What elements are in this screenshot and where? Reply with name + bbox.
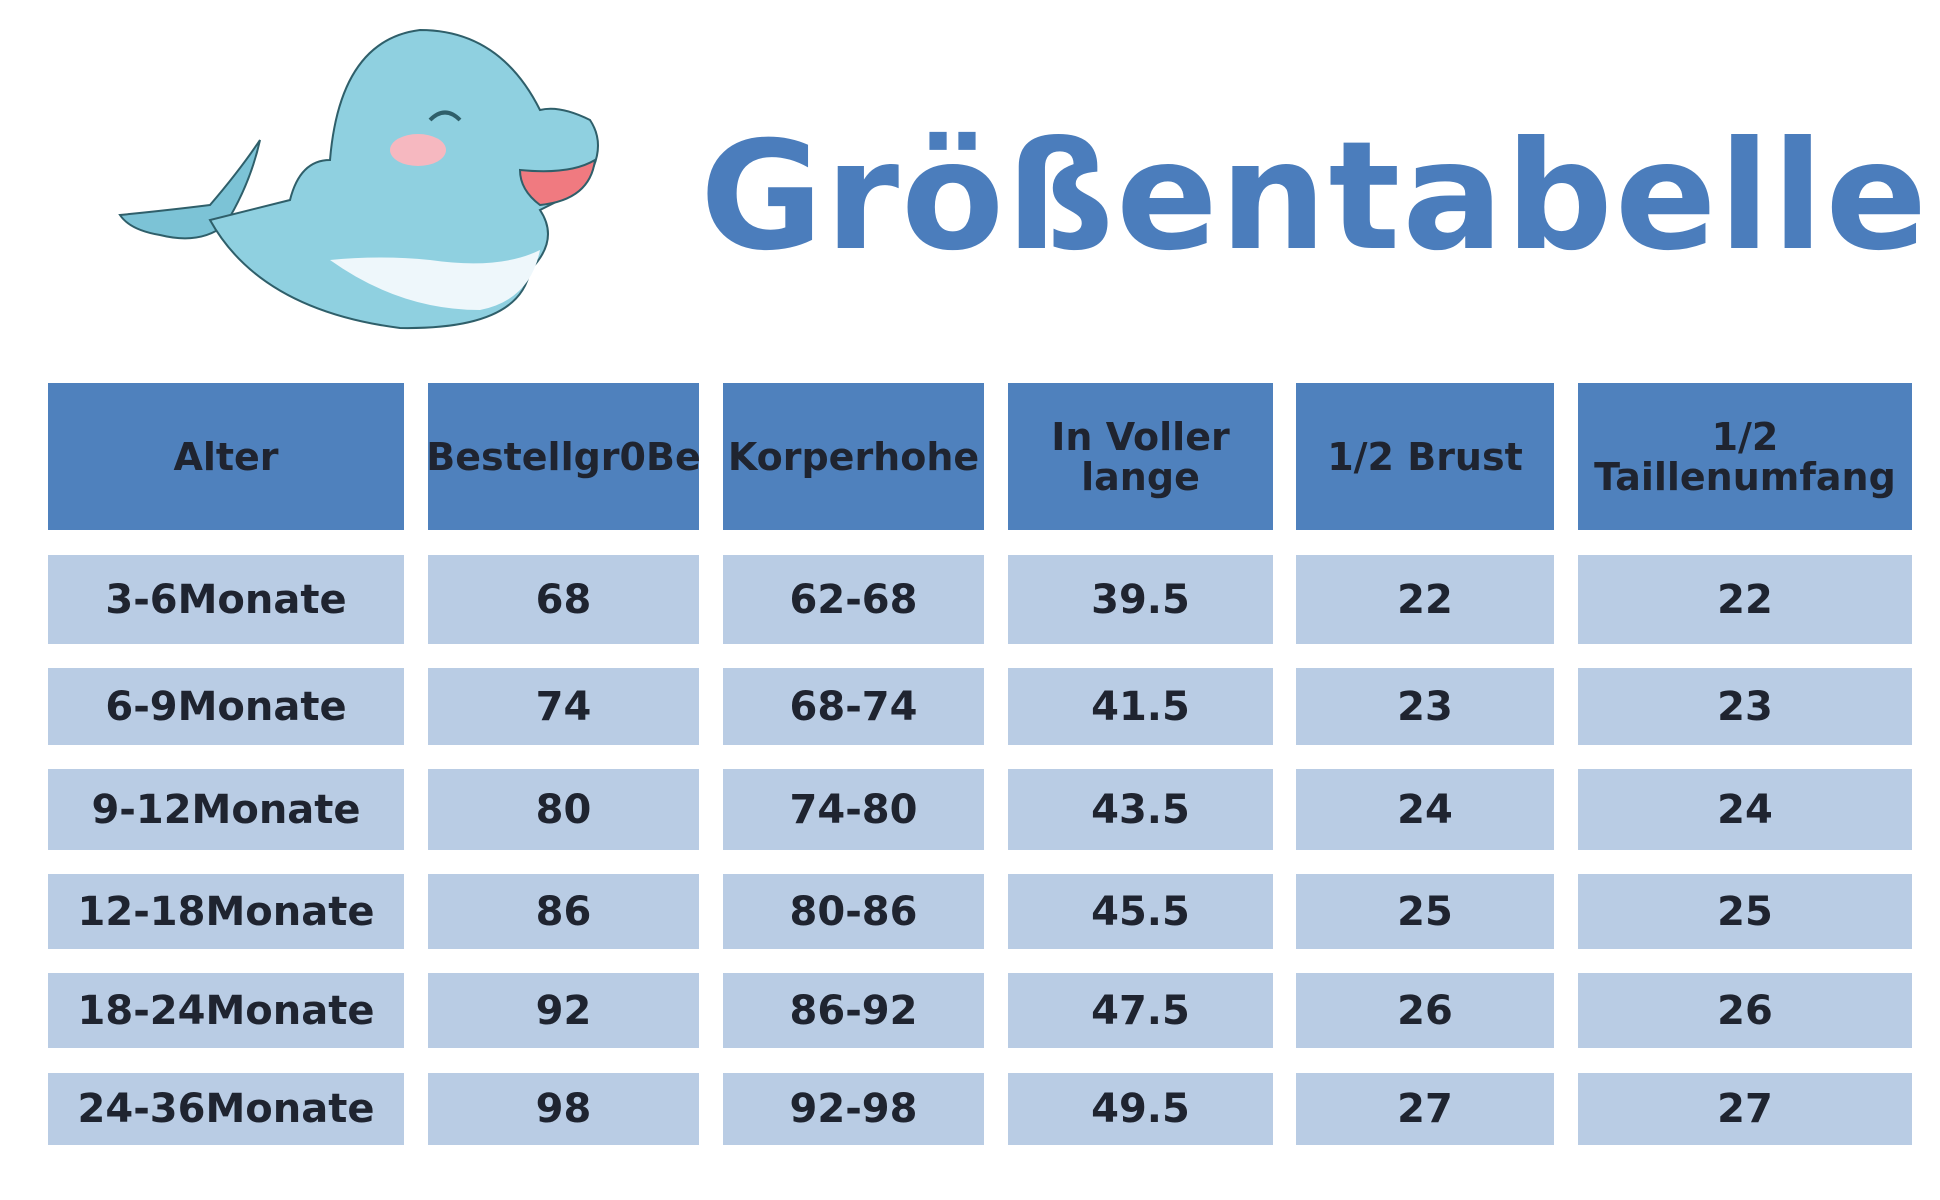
table-cell: 74 bbox=[428, 668, 699, 745]
table-cell: 18-24Monate bbox=[48, 973, 404, 1048]
table-cell: 24 bbox=[1296, 769, 1554, 850]
table-cell: 41.5 bbox=[1008, 668, 1273, 745]
dolphin-illustration bbox=[118, 28, 599, 330]
column-header: 1/2 Taillenumfang bbox=[1578, 383, 1912, 530]
table-cell: 43.5 bbox=[1008, 769, 1273, 850]
table-cell: 25 bbox=[1578, 874, 1912, 949]
table-cell: 80 bbox=[428, 769, 699, 850]
table-cell: 6-9Monate bbox=[48, 668, 404, 745]
table-cell: 49.5 bbox=[1008, 1073, 1273, 1145]
table-cell: 27 bbox=[1296, 1073, 1554, 1145]
table-cell: 27 bbox=[1578, 1073, 1912, 1145]
table-cell: 39.5 bbox=[1008, 555, 1273, 644]
table-cell: 3-6Monate bbox=[48, 555, 404, 644]
table-cell: 80-86 bbox=[723, 874, 984, 949]
column-header: Korperhohe bbox=[723, 383, 984, 530]
table-cell: 12-18Monate bbox=[48, 874, 404, 949]
column-header: 1/2 Brust bbox=[1296, 383, 1554, 530]
table-cell: 24-36Monate bbox=[48, 1073, 404, 1145]
table-cell: 92-98 bbox=[723, 1073, 984, 1145]
table-cell: 23 bbox=[1296, 668, 1554, 745]
table-cell: 98 bbox=[428, 1073, 699, 1145]
table-cell: 86 bbox=[428, 874, 699, 949]
table-cell: 47.5 bbox=[1008, 973, 1273, 1048]
table-cell: 22 bbox=[1578, 555, 1912, 644]
table-cell: 26 bbox=[1296, 973, 1554, 1048]
table-cell: 45.5 bbox=[1008, 874, 1273, 949]
table-cell: 26 bbox=[1578, 973, 1912, 1048]
table-cell: 86-92 bbox=[723, 973, 984, 1048]
table-cell: 23 bbox=[1578, 668, 1912, 745]
table-cell: 74-80 bbox=[723, 769, 984, 850]
table-cell: 92 bbox=[428, 973, 699, 1048]
column-header: Alter bbox=[48, 383, 404, 530]
table-cell: 62-68 bbox=[723, 555, 984, 644]
table-cell: 9-12Monate bbox=[48, 769, 404, 850]
table-cell: 22 bbox=[1296, 555, 1554, 644]
column-header: Bestellgr0Be bbox=[426, 383, 701, 530]
table-cell: 68-74 bbox=[723, 668, 984, 745]
table-cell: 68 bbox=[428, 555, 699, 644]
table-cell: 24 bbox=[1578, 769, 1912, 850]
page-title: Größentabelle bbox=[700, 110, 1930, 284]
table-cell: 25 bbox=[1296, 874, 1554, 949]
column-header: In Voller lange bbox=[1008, 383, 1273, 530]
